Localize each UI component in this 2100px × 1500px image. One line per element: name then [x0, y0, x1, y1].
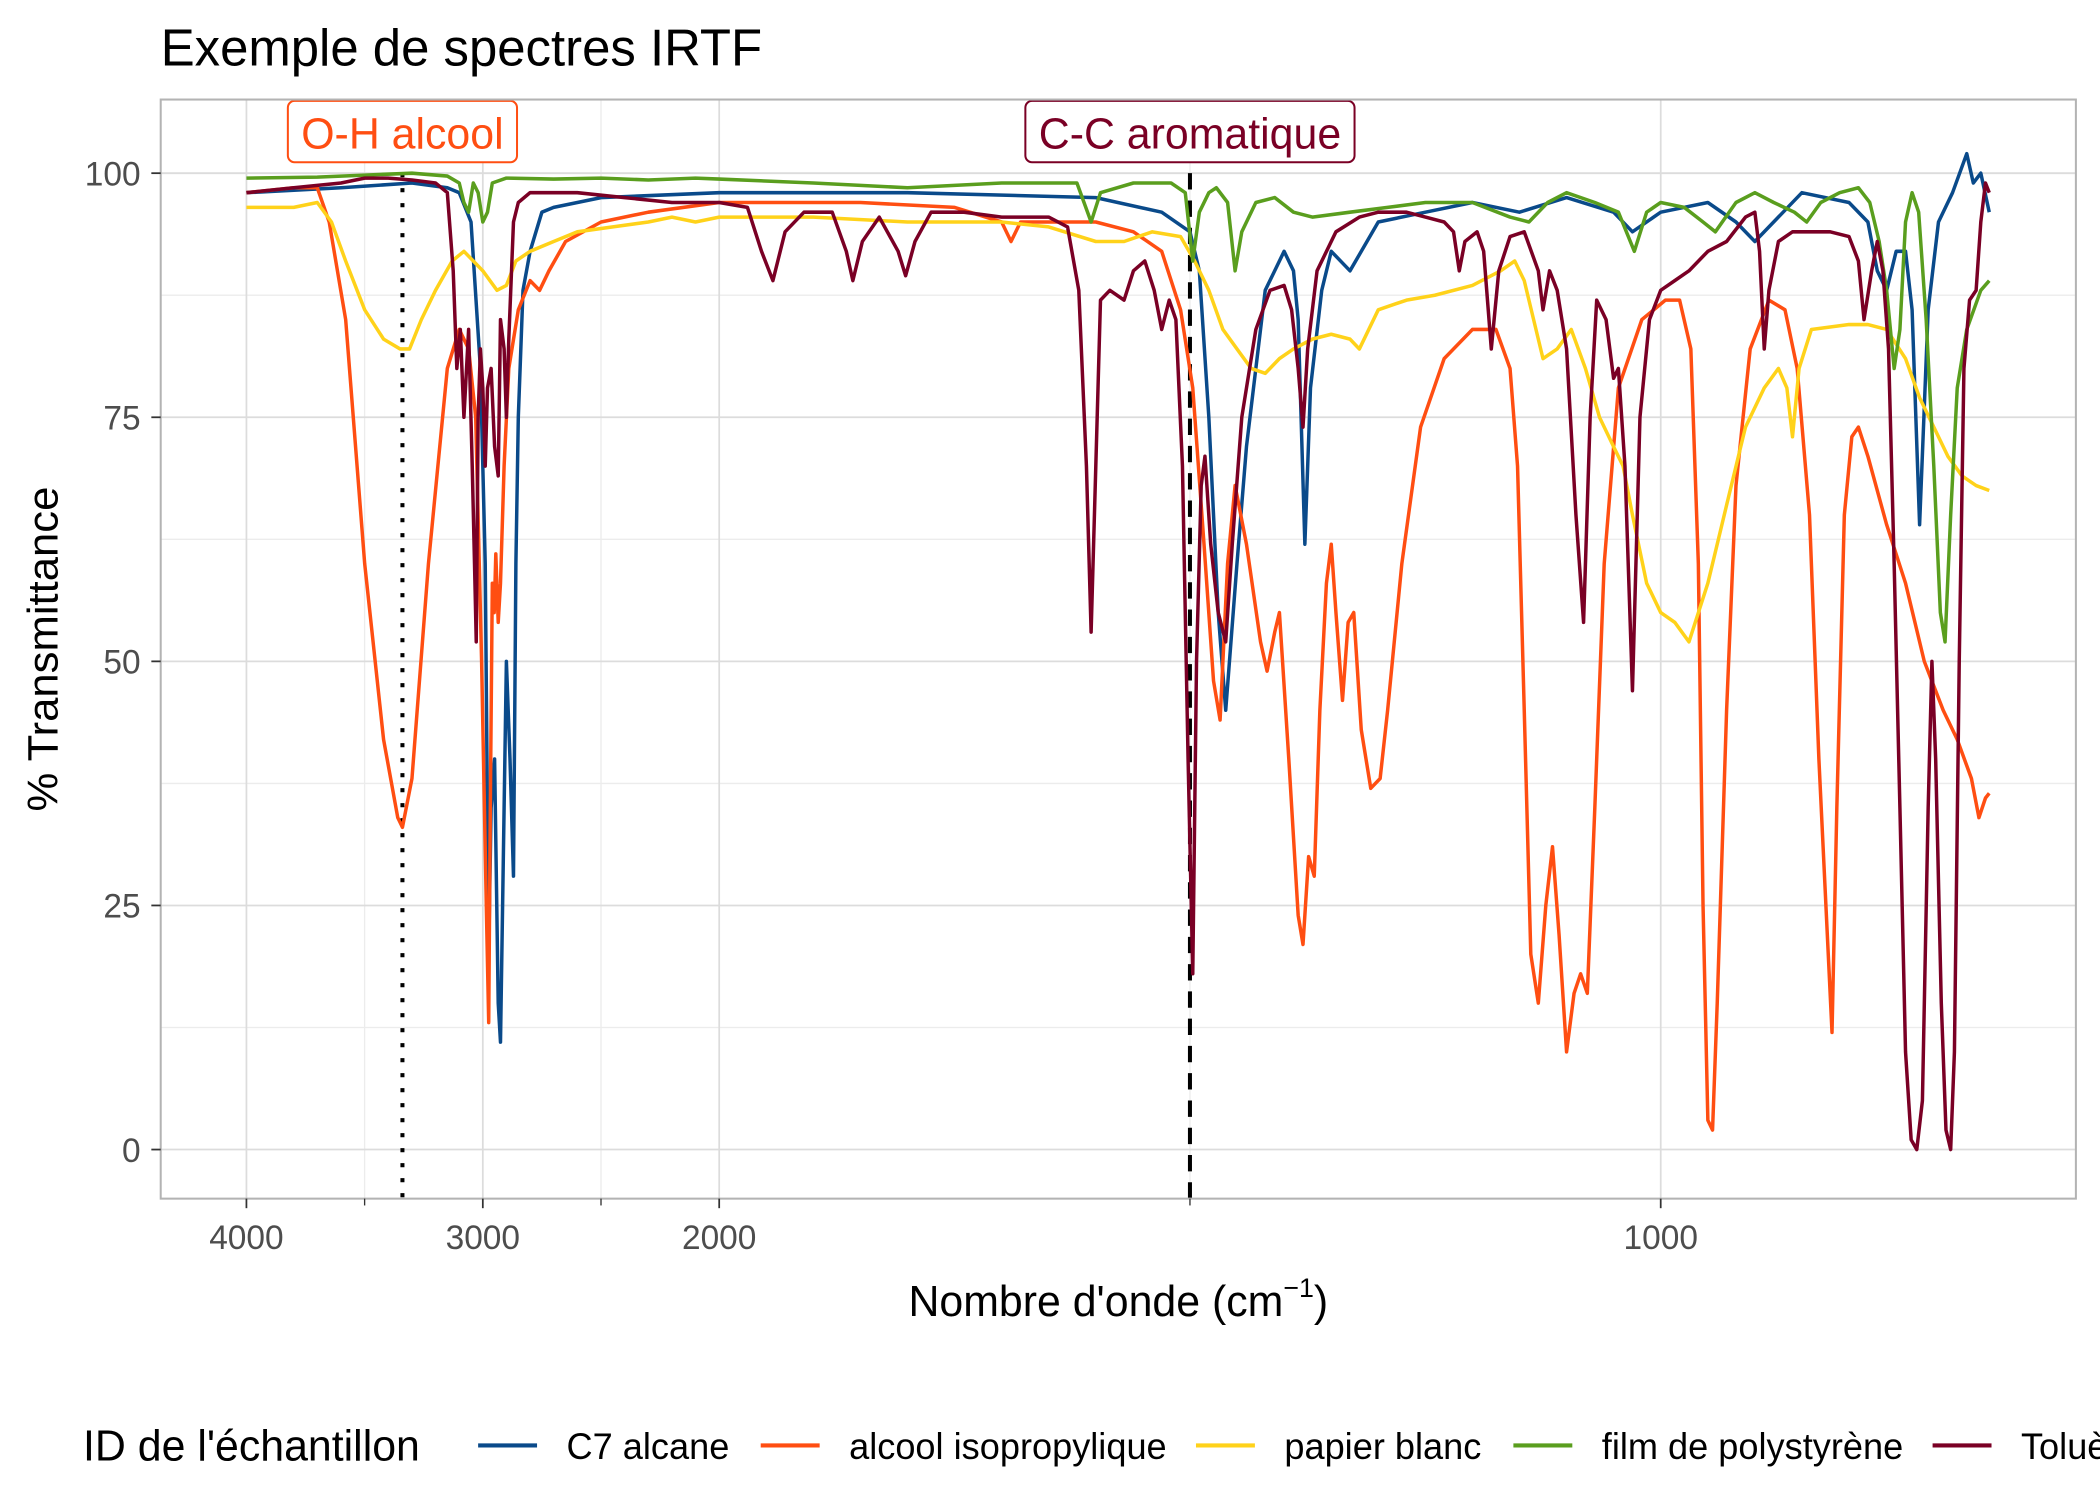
- x-axis-ticks: 4000 3000 2000 1000: [209, 1198, 1698, 1257]
- y-tick-label: 100: [85, 155, 141, 193]
- annotation-label-text: O-H alcool: [301, 110, 503, 158]
- plot-border: [159, 98, 2077, 1200]
- legend-item: Toluène: [1932, 1426, 2100, 1467]
- legend-label: alcool isopropylique: [849, 1426, 1167, 1467]
- legend: ID de l'échantillon C7 alcane alcool isop…: [83, 1422, 2100, 1470]
- annotation-label-box: [286, 99, 519, 164]
- y-tick-label: 50: [103, 643, 140, 681]
- y-axis-label: % Transmittance: [20, 487, 68, 812]
- series-line-film-de-polystyrène: [246, 171, 1991, 644]
- x-tick-label: 2000: [682, 1219, 756, 1257]
- plot-panel: [160, 99, 2076, 1199]
- legend-label: papier blanc: [1284, 1426, 1481, 1467]
- legend-label: film de polystyrène: [1602, 1426, 1903, 1467]
- annotation-label: C-C aromatique: [1024, 99, 1356, 164]
- annotation-lines: [400, 173, 1192, 1199]
- y-axis-ticks: 0 25 50 75 100: [85, 155, 161, 1170]
- series-line-toluène: [246, 176, 1991, 1152]
- x-tick-label: 3000: [446, 1219, 520, 1257]
- legend-label: C7 alcane: [567, 1426, 730, 1467]
- x-tick-label: 4000: [209, 1219, 283, 1257]
- y-tick-label: 25: [103, 887, 140, 925]
- annotation-label-box: [1024, 99, 1356, 164]
- legend-item: film de polystyrène: [1513, 1426, 1903, 1467]
- legend-item: C7 alcane: [478, 1426, 729, 1467]
- legend-title: ID de l'échantillon: [83, 1422, 420, 1470]
- legend-item: papier blanc: [1195, 1426, 1481, 1467]
- x-axis-label-close: ): [1314, 1278, 1328, 1326]
- y-tick-label: 75: [103, 399, 140, 437]
- x-axis-label: Nombre d'onde (cm−1): [908, 1273, 1328, 1326]
- series-lines: [246, 151, 1991, 1152]
- series-line-c7-alcane: [246, 151, 1991, 1044]
- annotation-labels: O-H alcool C-C aromatique: [286, 99, 1356, 164]
- chart-title: Exemple de spectres IRTF: [161, 19, 762, 77]
- y-tick-label: 0: [122, 1132, 141, 1170]
- x-axis-label-sup: −1: [1283, 1273, 1314, 1303]
- annotation-label-text: C-C aromatique: [1039, 110, 1341, 158]
- annotation-label: O-H alcool: [286, 99, 519, 164]
- x-tick-label: 1000: [1623, 1219, 1697, 1257]
- legend-item: alcool isopropylique: [760, 1426, 1167, 1467]
- legend-label: Toluène: [2021, 1426, 2100, 1467]
- series-line-papier-blanc: [246, 200, 1990, 644]
- x-axis-label-text: Nombre d'onde (cm: [908, 1278, 1283, 1326]
